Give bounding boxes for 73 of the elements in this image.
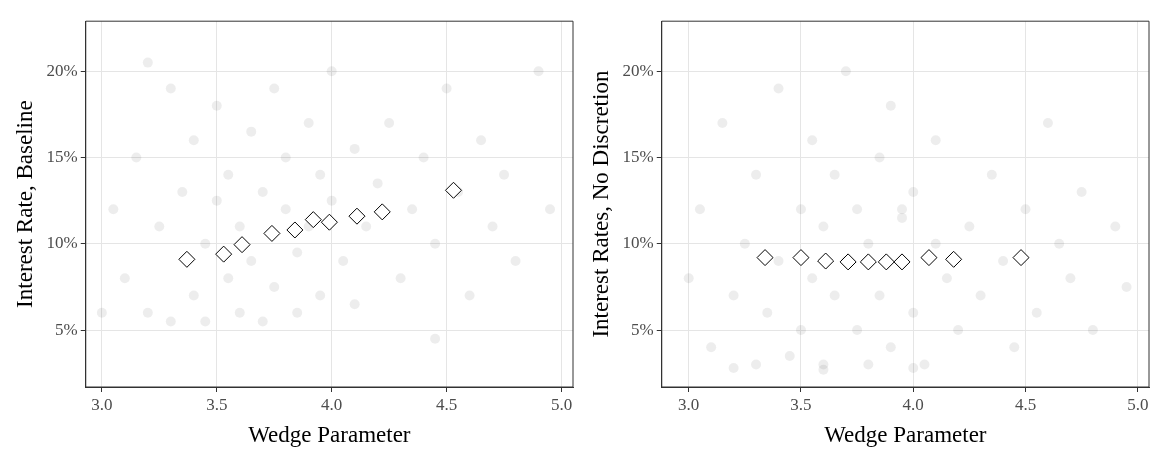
point [874, 152, 885, 163]
point [96, 307, 107, 318]
y-tick-label: 10% [46, 233, 78, 253]
point [897, 204, 908, 215]
x-tick-label: 4.5 [435, 394, 458, 414]
point [215, 245, 233, 263]
x-tick-label: 3.5 [790, 394, 812, 414]
x-tick-label: 4.0 [321, 394, 343, 414]
y-tick-label: 5% [55, 319, 78, 339]
point [233, 236, 251, 254]
point [756, 249, 774, 267]
point [908, 187, 919, 198]
point [373, 203, 391, 221]
y-axis-title: Interest Rates, No Discretion [587, 70, 613, 338]
y-tick-label: 10% [622, 233, 654, 253]
point [211, 195, 222, 206]
point [908, 307, 919, 318]
point [441, 83, 452, 94]
point [280, 152, 291, 163]
y-tick-label: 15% [622, 146, 654, 166]
point [1020, 204, 1031, 215]
point [1054, 238, 1065, 249]
point [945, 250, 963, 268]
x-axis-title: Wedge Parameter [248, 422, 411, 448]
y-axis-title: Interest Rate, Baseline [11, 100, 37, 308]
point [908, 363, 919, 374]
point [930, 238, 941, 249]
y-tick-label: 20% [46, 60, 78, 80]
x-tick-label: 3.0 [678, 394, 700, 414]
x-tick-label: 5.0 [1127, 394, 1149, 414]
y-tick-label: 20% [622, 60, 654, 80]
point [286, 221, 304, 239]
point [840, 66, 851, 77]
x-tick-label: 4.5 [1014, 394, 1037, 414]
x-tick-label: 3.0 [91, 394, 113, 414]
point [361, 221, 372, 232]
point [818, 364, 829, 375]
point [893, 253, 911, 271]
point [683, 273, 694, 284]
point [859, 253, 877, 271]
point [1087, 325, 1098, 336]
point [773, 256, 784, 267]
point [953, 325, 964, 336]
point [739, 238, 750, 249]
point [131, 152, 142, 163]
point [320, 213, 338, 231]
y-tick-label: 5% [631, 319, 654, 339]
point [1012, 249, 1030, 267]
x-tick-label: 3.5 [206, 394, 228, 414]
point [795, 204, 806, 215]
point [200, 238, 211, 249]
point [348, 207, 366, 225]
point [920, 249, 938, 267]
point [430, 238, 441, 249]
x-tick-label: 4.0 [902, 394, 924, 414]
point [792, 249, 810, 267]
point [418, 152, 429, 163]
point [326, 195, 337, 206]
x-axis-title: Wedge Parameter [824, 422, 987, 448]
point [839, 253, 857, 271]
point [533, 66, 544, 77]
point [304, 211, 322, 229]
point [326, 66, 337, 77]
point [444, 181, 462, 199]
point [795, 325, 806, 336]
x-tick-label: 5.0 [550, 394, 573, 414]
point [897, 212, 908, 223]
y-tick-label: 15% [46, 146, 78, 166]
point [178, 250, 196, 268]
point [863, 238, 874, 249]
point [263, 224, 281, 242]
point [211, 100, 222, 111]
point [852, 325, 863, 336]
